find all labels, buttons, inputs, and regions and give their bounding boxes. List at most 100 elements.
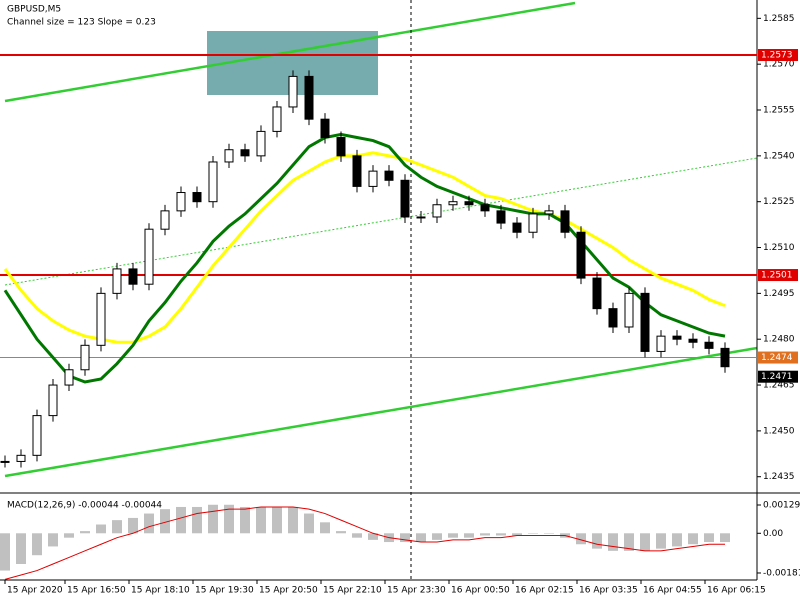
x-tick-label: 15 Apr 23:30	[387, 586, 446, 596]
macd-bar	[240, 506, 250, 534]
level-label-box	[758, 49, 798, 62]
macd-bar	[576, 533, 586, 545]
candle-body	[128, 268, 138, 285]
macd-bar	[64, 533, 74, 538]
level-label: 1.2474	[761, 353, 793, 363]
macd-bar	[96, 524, 106, 534]
macd-bar	[320, 522, 330, 534]
channel-lower	[4, 346, 758, 478]
macd-bar	[496, 533, 506, 536]
macd-bar	[368, 533, 378, 540]
candle-body	[672, 335, 682, 340]
candle-body	[656, 335, 666, 352]
candle-body	[720, 347, 730, 368]
level-label-box	[758, 351, 798, 364]
candle-body	[240, 149, 250, 157]
candle-body	[224, 149, 234, 163]
candle-body	[80, 344, 90, 371]
macd-bar	[720, 533, 730, 543]
candle-body	[48, 384, 58, 417]
macd-bar	[672, 533, 682, 547]
y-tick-label: 1.2585	[763, 14, 795, 24]
macd-bar	[176, 506, 186, 534]
x-tick-label: 16 Apr 02:15	[515, 586, 574, 596]
price-label-box	[758, 370, 798, 383]
macd-bar	[144, 513, 154, 534]
y-tick-label: 1.2450	[763, 426, 795, 436]
candle-body	[560, 210, 570, 233]
candle-body	[384, 170, 394, 181]
y-tick-label: 1.2465	[763, 381, 795, 391]
x-tick-label: 15 Apr 22:10	[323, 586, 382, 596]
candle-body	[592, 277, 602, 310]
macd-bar	[688, 533, 698, 545]
candle-body	[416, 216, 426, 219]
candle-body	[352, 155, 362, 187]
candle-body	[144, 228, 154, 285]
macd-bar	[304, 513, 314, 534]
candle-body	[32, 415, 42, 456]
candle-body	[0, 460, 10, 463]
macd-bar	[624, 533, 634, 551]
macd-bar	[256, 506, 266, 534]
chart-title: GBPUSD,M5	[7, 5, 61, 15]
macd-bar	[224, 504, 234, 534]
macd-bar	[112, 520, 122, 534]
y-tick-label: 1.2555	[763, 106, 795, 116]
level-label-box	[758, 269, 798, 282]
candle-body	[608, 308, 618, 328]
x-tick-label: 15 Apr 19:30	[195, 586, 254, 596]
candle-body	[704, 341, 714, 349]
candle-body	[464, 201, 474, 206]
y-tick-label: 1.2480	[763, 335, 795, 345]
level-label: 1.2501	[761, 271, 793, 281]
candle-body	[400, 179, 410, 218]
annotation: Channel size = 123 Slope = 0.23	[7, 18, 156, 28]
macd-bar	[656, 533, 666, 549]
macd-bar	[128, 517, 138, 534]
macd-bar	[352, 533, 362, 538]
candle-body	[192, 192, 202, 203]
macd-bar	[400, 533, 410, 543]
candle-body	[256, 130, 266, 157]
candle-body	[448, 201, 458, 206]
candle-body	[96, 292, 106, 346]
x-tick-label: 16 Apr 06:15	[707, 586, 766, 596]
candle-body	[544, 210, 554, 215]
y-tick-label: 0.00129	[763, 500, 800, 510]
candle-body	[336, 137, 346, 157]
macd-bar	[432, 533, 442, 540]
y-tick-label: -0.00181	[763, 568, 800, 578]
candle-body	[288, 75, 298, 108]
candle-body	[368, 170, 378, 187]
macd-bar	[704, 533, 714, 543]
signal-line	[4, 506, 725, 580]
candle-body	[688, 338, 698, 343]
channel-middle	[4, 157, 758, 286]
candle-body	[640, 292, 650, 352]
candle-body	[304, 75, 314, 120]
x-tick-label: 16 Apr 03:35	[579, 586, 638, 596]
y-tick-label: 1.2525	[763, 197, 795, 207]
candle-body	[480, 204, 490, 212]
macd-bar	[416, 533, 426, 543]
candle-body	[576, 231, 586, 279]
macd-bar	[592, 533, 602, 549]
macd-bar	[512, 533, 522, 536]
macd-bar	[336, 531, 346, 534]
candle-body	[160, 210, 170, 230]
x-tick-label: 15 Apr 2020	[7, 586, 63, 596]
x-tick-label: 15 Apr 16:50	[67, 586, 126, 596]
macd-bar	[160, 509, 170, 534]
y-tick-label: 0.00	[763, 529, 783, 539]
macd-bar	[32, 533, 42, 556]
macd-bar	[528, 533, 538, 534]
candle-body	[64, 369, 74, 386]
moving-average	[3, 151, 726, 344]
x-tick-label: 16 Apr 04:55	[643, 586, 702, 596]
macd-bar	[480, 533, 490, 536]
x-tick-label: 15 Apr 18:10	[131, 586, 190, 596]
y-tick-label: 1.2495	[763, 289, 795, 299]
